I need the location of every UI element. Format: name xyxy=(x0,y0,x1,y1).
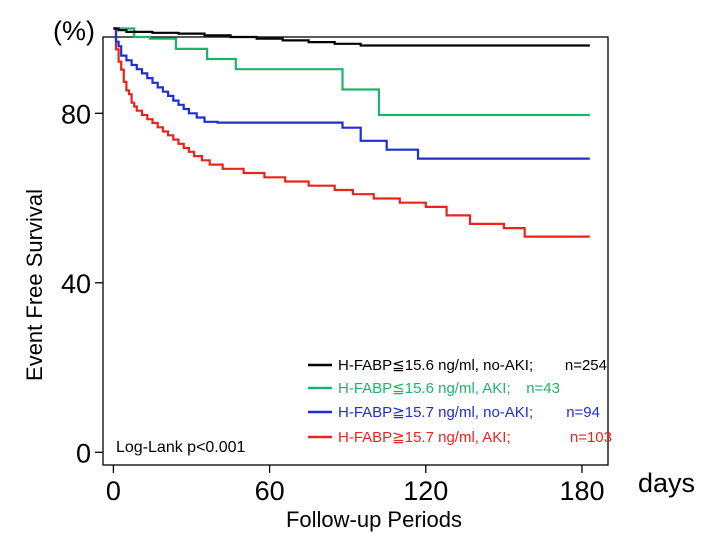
x-tick-label: 180 xyxy=(559,476,604,506)
y-tick-label: 80 xyxy=(61,99,91,129)
series-line xyxy=(113,27,590,117)
series-line xyxy=(113,27,590,238)
legend: H-FABP≦15.6 ng/ml, no-AKI; n=254 H-FABP≦15… xyxy=(308,357,612,446)
p-value-annotation: Log-Lank p<0.001 xyxy=(116,439,246,456)
legend-label: H-FABP≦15.6 ng/ml, AKI; xyxy=(338,380,511,397)
x-unit-label: days xyxy=(638,468,695,498)
legend-n-label: n=254 xyxy=(565,357,607,374)
legend-label: H-FABP≧15.7 ng/ml, AKI; xyxy=(338,429,511,446)
legend-n-label: n=94 xyxy=(566,404,600,421)
x-tick-label: 60 xyxy=(255,476,285,506)
x-axis-label: Follow-up Periods xyxy=(286,507,462,532)
plot-frame xyxy=(102,36,609,466)
legend-n-label: n=103 xyxy=(570,429,612,446)
legend-n-label: n=43 xyxy=(526,380,560,397)
y-tick-label: 40 xyxy=(61,269,91,299)
y-axis-label: Event Free Survival xyxy=(22,189,47,381)
x-axis-ticks: 0 60 120 180 xyxy=(106,465,605,506)
series-line xyxy=(113,27,590,47)
x-tick-label: 0 xyxy=(106,476,121,506)
series-line xyxy=(113,27,590,160)
x-tick-label: 120 xyxy=(403,476,448,506)
legend-label: H-FABP≦15.6 ng/ml, no-AKI; xyxy=(338,357,533,374)
y-unit-label: (%) xyxy=(53,16,95,46)
series-layer xyxy=(113,27,590,238)
y-axis-ticks: 0 40 80 xyxy=(61,99,103,468)
y-tick-label: 0 xyxy=(76,438,91,468)
legend-label: H-FABP≧15.7 ng/ml, no-AKI; xyxy=(338,404,533,421)
